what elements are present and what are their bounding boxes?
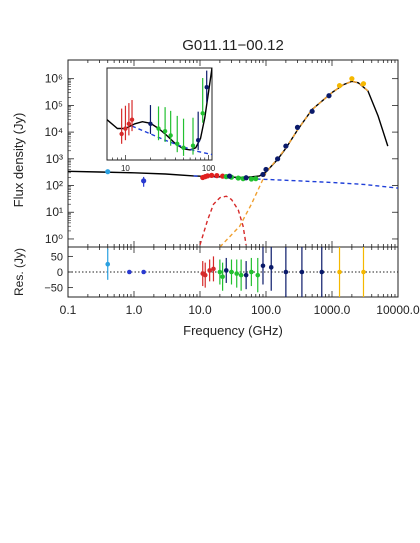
inset-point [119, 131, 124, 137]
res-y-tick-label: −50 [44, 283, 63, 295]
res-y-tick-label: 0 [57, 267, 63, 279]
residual-panel: 0.1 1.0 10.0 100.0 1000.0 10000.0 50 0 −50 [44, 246, 420, 317]
model-free_free [199, 195, 247, 246]
x-tick-label: 1.0 [126, 303, 143, 317]
inset-point [126, 121, 132, 127]
residual-point [217, 269, 223, 275]
main-y-axis-label: Flux density (Jy) [11, 113, 26, 208]
residual-point [238, 272, 244, 278]
point-mid [209, 172, 215, 178]
residual-point [141, 269, 146, 275]
residual-point [299, 269, 305, 275]
x-tick-label: 1000.0 [314, 303, 351, 317]
residual-point [283, 269, 289, 275]
residual-point [255, 272, 261, 278]
residual-point [249, 269, 254, 275]
main-y-tick-label: 10⁵ [45, 98, 63, 112]
x-tick-label: 10.0 [188, 303, 212, 317]
residual-point [202, 272, 208, 278]
inset-point [156, 126, 161, 131]
residual-point [127, 269, 132, 275]
main-panel: 10⁰ 10¹ 10² 10³ 10⁴ 10⁵ 10⁶ [44, 59, 399, 248]
point-navy [275, 156, 281, 162]
point-green [253, 176, 259, 182]
residual-point [243, 272, 249, 278]
residual-point [361, 269, 366, 275]
main-y-tick-label: 10⁴ [44, 125, 63, 139]
chart-title: G011.11−00.12 [182, 37, 284, 54]
point-navy [263, 166, 269, 173]
point-navy [243, 175, 249, 181]
point-green [235, 175, 241, 181]
inset-model-synchrotron [131, 125, 212, 156]
point-navy [260, 171, 266, 178]
main-y-tick-label: 10⁶ [45, 72, 63, 86]
point-gold [349, 76, 355, 82]
residual-point [260, 263, 266, 269]
res-y-tick-label: 50 [51, 251, 63, 263]
model-dust [219, 80, 369, 247]
residual-point [234, 271, 240, 276]
inset-point [200, 111, 205, 116]
point-gleam [141, 178, 147, 184]
point-gold [336, 83, 343, 89]
inset-point [175, 141, 180, 146]
point-navy [309, 108, 315, 114]
residual-point [229, 269, 234, 275]
point-gold [360, 81, 367, 87]
residual-point [105, 261, 111, 267]
inset-point [162, 128, 168, 134]
point-navy [283, 143, 289, 149]
point-mid [204, 173, 211, 179]
inset-point [123, 126, 128, 131]
residual-point [220, 274, 225, 279]
inset-panel: 10 100 [106, 67, 216, 173]
main-y-tick-label: 10³ [46, 152, 63, 166]
main-y-tick-label: 10⁰ [45, 232, 63, 246]
residual-y-axis-label: Res. (Jy) [12, 248, 26, 296]
residual-point [268, 265, 274, 270]
residual-point [207, 268, 212, 273]
x-axis-label: Frequency (GHz) [183, 323, 283, 338]
x-tick-label: 100.0 [251, 303, 281, 317]
inset-point [190, 143, 196, 148]
residual-point [223, 268, 229, 273]
residual-point [211, 266, 216, 272]
point-navy [294, 124, 301, 130]
point-low_freq [105, 169, 111, 175]
inset-point [181, 145, 186, 150]
residual-point [319, 269, 325, 275]
inset-point [129, 117, 135, 122]
x-tick-label: 0.1 [60, 303, 77, 317]
residual-point [337, 269, 342, 275]
inset-point [195, 138, 201, 143]
inset-point [168, 133, 173, 138]
point-navy [226, 173, 233, 179]
inset-point [204, 85, 209, 90]
inset-x-tick-label: 10 [121, 164, 130, 173]
point-mid [214, 173, 220, 179]
main-y-tick-label: 10¹ [46, 205, 63, 219]
x-tick-label: 10000.0 [376, 303, 420, 317]
inset-x-tick-label: 100 [202, 164, 216, 173]
point-green [248, 176, 254, 182]
inset-point [148, 121, 153, 127]
point-navy [326, 93, 332, 99]
main-y-tick-label: 10² [46, 179, 63, 193]
